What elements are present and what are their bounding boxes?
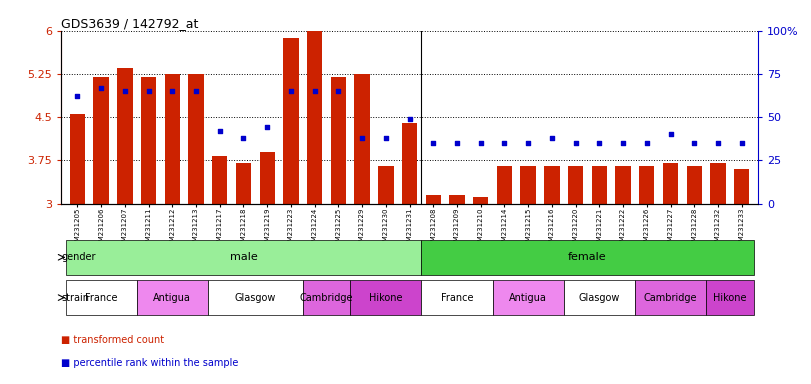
Point <box>355 135 368 141</box>
Bar <box>66 280 137 315</box>
Point <box>403 116 416 122</box>
Bar <box>521 166 536 204</box>
Bar <box>208 280 303 315</box>
Bar <box>141 78 157 204</box>
Bar <box>70 114 85 204</box>
Point <box>213 128 226 134</box>
Point <box>711 140 724 146</box>
Bar <box>710 163 726 204</box>
Bar <box>350 280 422 315</box>
Bar <box>307 31 323 204</box>
Bar <box>564 280 635 315</box>
Bar <box>706 280 753 315</box>
Point <box>260 124 273 131</box>
Bar <box>496 166 513 204</box>
Bar <box>66 240 422 275</box>
Text: Cambridge: Cambridge <box>644 293 697 303</box>
Point <box>593 140 606 146</box>
Point <box>142 88 155 94</box>
Text: France: France <box>440 293 474 303</box>
Point <box>498 140 511 146</box>
Bar <box>449 195 465 204</box>
Bar <box>401 123 418 204</box>
Text: GDS3639 / 142792_at: GDS3639 / 142792_at <box>61 17 198 30</box>
Bar <box>426 195 441 204</box>
Point <box>308 88 321 94</box>
Point <box>427 140 440 146</box>
Point <box>380 135 393 141</box>
Text: female: female <box>569 252 607 262</box>
Point <box>237 135 250 141</box>
Bar <box>544 166 560 204</box>
Text: Hikone: Hikone <box>369 293 402 303</box>
Point <box>616 140 629 146</box>
Point <box>521 140 534 146</box>
Text: Glasgow: Glasgow <box>579 293 620 303</box>
Point <box>165 88 178 94</box>
Point <box>688 140 701 146</box>
Point <box>546 135 559 141</box>
Text: gender: gender <box>61 252 96 262</box>
Bar <box>734 169 749 204</box>
Bar <box>236 163 251 204</box>
Text: Antigua: Antigua <box>509 293 547 303</box>
Bar <box>422 280 492 315</box>
Bar <box>592 166 607 204</box>
Bar <box>616 166 631 204</box>
Point <box>71 93 84 99</box>
Text: ■ transformed count: ■ transformed count <box>61 335 164 345</box>
Bar <box>137 280 208 315</box>
Point <box>332 88 345 94</box>
Bar <box>354 74 370 204</box>
Bar <box>212 156 227 204</box>
Bar <box>639 166 654 204</box>
Bar <box>635 280 706 315</box>
Point <box>569 140 582 146</box>
Bar <box>260 152 275 204</box>
Bar <box>331 77 346 204</box>
Bar <box>473 197 488 204</box>
Point <box>190 88 203 94</box>
Bar <box>568 166 583 204</box>
Point <box>664 131 677 137</box>
Point <box>451 140 464 146</box>
Bar <box>687 166 702 204</box>
Bar <box>283 38 298 204</box>
Point <box>474 140 487 146</box>
Bar <box>188 74 204 204</box>
Text: strain: strain <box>61 293 89 303</box>
Point <box>118 88 131 94</box>
Bar <box>117 68 132 204</box>
Bar <box>93 78 109 204</box>
Text: Hikone: Hikone <box>713 293 747 303</box>
Text: France: France <box>85 293 118 303</box>
Point <box>285 88 298 94</box>
Bar <box>492 280 564 315</box>
Bar <box>378 166 393 204</box>
Text: male: male <box>230 252 257 262</box>
Text: ■ percentile rank within the sample: ■ percentile rank within the sample <box>61 358 238 368</box>
Bar <box>303 280 350 315</box>
Text: Glasgow: Glasgow <box>234 293 276 303</box>
Bar <box>165 74 180 204</box>
Point <box>95 85 108 91</box>
Point <box>641 140 654 146</box>
Bar <box>663 163 678 204</box>
Point <box>736 140 749 146</box>
Text: Cambridge: Cambridge <box>300 293 354 303</box>
Bar <box>422 240 753 275</box>
Text: Antigua: Antigua <box>153 293 191 303</box>
